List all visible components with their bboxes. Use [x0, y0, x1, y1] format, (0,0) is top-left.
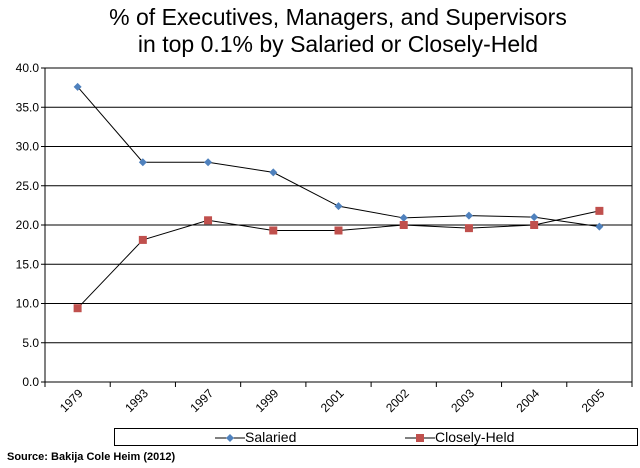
legend-diamond-icon: [215, 434, 245, 442]
legend-item-closely-held: Closely-Held: [405, 429, 514, 445]
legend-square-icon: [405, 434, 435, 442]
data-point-salaried: [399, 213, 408, 222]
data-point-closely-held: [269, 226, 278, 235]
data-point-closely-held: [334, 226, 343, 235]
y-tick-label: 30.0: [16, 140, 40, 154]
legend-item-salaried: Salaried: [215, 429, 296, 445]
data-point-salaried: [204, 158, 213, 167]
legend-label-salaried: Salaried: [245, 429, 297, 445]
x-tick-label: 1979: [57, 386, 86, 415]
data-point-closely-held: [204, 216, 213, 225]
chart-title: % of Executives, Managers, and Superviso…: [109, 4, 567, 30]
y-tick-label: 15.0: [16, 257, 40, 271]
x-tick-label: 2002: [383, 386, 412, 415]
y-tick-label: 35.0: [16, 100, 40, 114]
x-tick-label: 2004: [514, 386, 543, 415]
data-point-closely-held: [595, 206, 604, 215]
data-point-salaried: [530, 213, 539, 222]
x-tick-label: 1999: [253, 386, 282, 415]
chart-legend: Salaried Closely-Held: [114, 428, 638, 446]
data-point-closely-held: [464, 224, 473, 233]
data-point-salaried: [138, 158, 147, 167]
x-tick-label: 1993: [122, 386, 151, 415]
x-tick-label: 2001: [318, 386, 347, 415]
data-point-closely-held: [138, 235, 147, 244]
data-point-closely-held: [530, 221, 539, 229]
data-point-salaried: [595, 222, 604, 231]
data-point-salaried: [334, 202, 343, 211]
data-point-closely-held: [399, 221, 408, 229]
x-tick-label: 2005: [579, 386, 608, 415]
y-tick-label: 5.0: [22, 336, 39, 350]
x-tick-label: 2003: [448, 386, 477, 415]
y-tick-label: 10.0: [16, 297, 40, 311]
data-point-salaried: [73, 82, 82, 91]
y-tick-label: 0.0: [22, 375, 39, 389]
legend-label-closely-held: Closely-Held: [435, 429, 515, 445]
line-chart: 0.0 5.0 10.0 15.0 20.0 25.0 30.0 35.0 40.0 1979 19…: [16, 61, 633, 415]
data-point-salaried: [464, 211, 473, 220]
chart-subtitle: in top 0.1% by Salaried or Closely-Held: [137, 31, 539, 57]
x-tick-label: 1997: [187, 386, 216, 415]
y-tick-label: 20.0: [16, 218, 40, 232]
data-point-salaried: [269, 168, 278, 177]
data-point-closely-held: [73, 304, 82, 313]
y-tick-label: 40.0: [16, 61, 40, 75]
y-tick-label: 25.0: [16, 179, 40, 193]
source-note: Source: Bakija Cole Heim (2012): [7, 451, 176, 463]
